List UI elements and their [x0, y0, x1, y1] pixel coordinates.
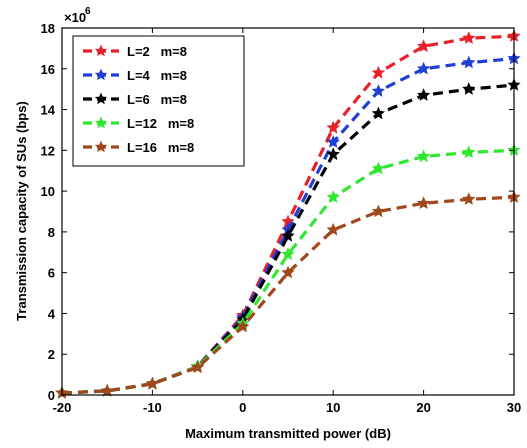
y-exponent-power: 6	[85, 6, 91, 17]
x-tick-label: 10	[326, 400, 340, 415]
data-point	[416, 88, 431, 102]
data-point	[371, 204, 386, 218]
data-point	[416, 61, 431, 75]
y-tick-label: 6	[48, 266, 55, 281]
legend-marker	[94, 140, 108, 153]
data-point	[281, 228, 295, 242]
legend-label: L=6 m=8	[127, 92, 187, 107]
data-point	[416, 196, 431, 210]
plot-frame	[61, 27, 515, 396]
data-point	[371, 65, 386, 79]
y-tick-label: 0	[48, 388, 55, 403]
data-point	[371, 106, 386, 120]
data-point	[416, 149, 431, 163]
data-point	[461, 55, 476, 69]
legend-label: L=12 m=8	[127, 116, 194, 131]
data-point	[461, 145, 476, 159]
data-point	[145, 376, 160, 390]
tick-layer: -20 -10 0 10 20 30 0 2 4 6 8 10 12 14 16 18	[41, 21, 522, 415]
y-exponent-base: ×10	[64, 10, 86, 25]
x-tick-label: 0	[239, 400, 246, 415]
y-tick-label: 4	[48, 306, 56, 321]
legend-item: L=4 m=8	[83, 68, 187, 83]
data-point	[371, 84, 386, 98]
series-line	[61, 148, 515, 395]
y-tick-label: 18	[41, 21, 55, 36]
data-point	[461, 82, 476, 95]
x-tick-label: -10	[143, 400, 162, 415]
data-point	[100, 383, 115, 397]
x-tick-label: -20	[53, 400, 72, 415]
data-point	[235, 319, 250, 333]
data-point	[326, 190, 341, 204]
y-tick-label: 12	[41, 143, 55, 158]
data-point	[416, 39, 431, 53]
x-tick-label: 20	[416, 400, 430, 415]
y-tick-label: 10	[41, 184, 55, 199]
data-point	[461, 192, 476, 206]
data-point	[326, 147, 341, 161]
series-line	[61, 83, 515, 395]
data-point	[461, 31, 476, 45]
legend-marker	[94, 116, 108, 129]
legend-label: L=16 m=8	[127, 140, 194, 155]
y-tick-label: 14	[41, 103, 56, 118]
data-point	[281, 265, 295, 279]
legend-marker	[94, 68, 108, 81]
legend-label: L=4 m=8	[127, 68, 187, 83]
data-point	[326, 135, 341, 148]
data-point	[281, 247, 295, 261]
legend-item: L=2 m=8	[83, 44, 187, 59]
y-tick-label: 16	[41, 62, 55, 77]
x-tick-label: 30	[507, 400, 521, 415]
legend: L=2 m=8 L=4 m=8 L=6 m=8 L=12 m=8 L=16 m=8	[72, 35, 245, 167]
x-axis-label: Maximum transmitted power (dB)	[185, 426, 391, 441]
data-point	[190, 360, 205, 374]
legend-item: L=6 m=8	[83, 92, 187, 107]
legend-marker	[94, 92, 108, 105]
data-point	[371, 161, 386, 175]
legend-item: L=12 m=8	[83, 116, 194, 131]
data-point	[326, 120, 341, 134]
y-exponent-label: ×10 6	[64, 6, 91, 25]
y-tick-label: 8	[48, 225, 55, 240]
y-tick-label: 2	[48, 347, 55, 362]
data-point	[326, 222, 341, 236]
series-layer	[55, 29, 521, 399]
legend-item: L=16 m=8	[83, 140, 194, 155]
legend-label: L=2 m=8	[127, 44, 187, 59]
y-axis-label: Transmission capacity of SUs (bps)	[14, 101, 29, 321]
legend-marker	[94, 44, 108, 57]
